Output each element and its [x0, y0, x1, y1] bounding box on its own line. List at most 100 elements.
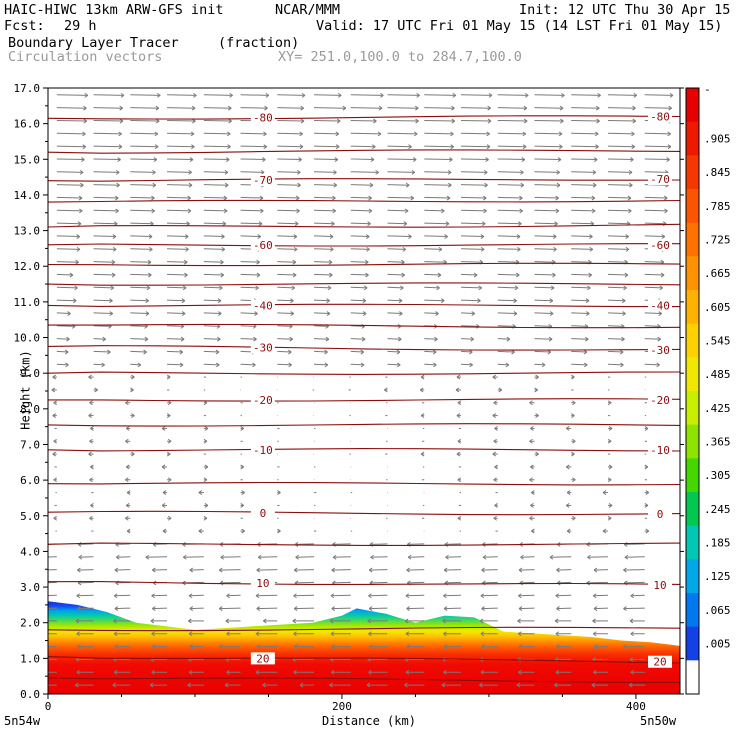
circulation-vector: [494, 464, 498, 470]
circulation-vector: [497, 221, 522, 227]
circulation-vector: [314, 221, 335, 227]
circulation-vector: [607, 195, 632, 201]
temperature-contour: [48, 199, 680, 203]
circulation-vector: [203, 477, 208, 483]
circulation-vector: [93, 311, 114, 316]
circulation-vector: [534, 118, 564, 124]
circulation-vector: [370, 554, 388, 560]
circulation-vector: [88, 374, 94, 380]
circulation-vector: [262, 682, 278, 688]
circulation-vector: [167, 298, 186, 304]
circulation-vector: [460, 195, 487, 201]
circulation-vector: [629, 657, 645, 662]
circulation-vector: [571, 234, 593, 239]
y-tick-label: 10.0: [14, 332, 41, 345]
circulation-vector: [607, 515, 612, 521]
circulation-vector: [644, 144, 672, 150]
colorbar-label: .125: [704, 570, 731, 583]
circulation-vector: [493, 438, 498, 444]
circulation-vector: [314, 298, 330, 304]
temperature-contour: [48, 510, 680, 516]
circulation-vector: [331, 644, 351, 650]
circulation-vector: [497, 208, 523, 214]
circulation-vector: [350, 336, 366, 342]
circulation-vector: [203, 208, 228, 214]
circulation-vector: [314, 362, 329, 368]
circulation-vector: [314, 157, 339, 162]
circulation-vector: [571, 208, 596, 214]
temperature-contour: [48, 371, 680, 375]
circulation-vector: [387, 157, 417, 162]
circulation-vector: [53, 477, 57, 483]
circulation-vector: [420, 413, 425, 419]
circulation-vector: [130, 92, 161, 98]
circulation-vector: [530, 426, 535, 431]
colorbar-swatch: [686, 660, 699, 695]
circulation-vector: [350, 311, 367, 316]
circulation-vector: [314, 92, 342, 98]
circulation-vector: [534, 195, 559, 201]
x-tick-label: 0: [45, 700, 52, 713]
circulation-vector: [56, 362, 69, 368]
circulation-vector: [424, 336, 438, 342]
circulation-vector: [314, 246, 334, 252]
circulation-vector: [77, 567, 94, 573]
circulation-vector: [125, 400, 131, 406]
circulation-vector: [314, 208, 336, 214]
field-name: Boundary Layer Tracer: [8, 35, 179, 51]
circulation-vector: [130, 169, 156, 175]
temperature-contour: [48, 223, 680, 228]
circulation-vector: [607, 298, 626, 304]
circulation-vector: [240, 426, 244, 431]
circulation-vector: [520, 554, 535, 560]
circulation-vector: [387, 285, 404, 291]
circulation-vector: [78, 554, 94, 560]
circulation-vector: [149, 682, 168, 688]
circulation-vector: [424, 92, 457, 98]
circulation-vector: [240, 221, 263, 227]
contour-label: -30: [253, 342, 273, 355]
circulation-vector: [460, 144, 491, 150]
circulation-vector: [406, 606, 425, 612]
circulation-vector: [145, 554, 168, 560]
circulation-vector: [167, 169, 192, 175]
circulation-vector: [534, 182, 561, 188]
temperature-contour: [48, 345, 680, 351]
circulation-vector: [240, 105, 268, 111]
circulation-vector: [314, 105, 347, 111]
circulation-vector: [387, 311, 403, 316]
circulation-vector: [481, 644, 498, 650]
circulation-vector: [203, 246, 226, 252]
circulation-vector: [493, 477, 498, 483]
circulation-vector: [497, 298, 517, 304]
temperature-contour: [48, 656, 680, 664]
circulation-vector: [387, 195, 415, 201]
circulation-vector: [556, 606, 572, 612]
circulation-vector: [517, 618, 535, 624]
circulation-vector: [167, 438, 172, 444]
circulation-vector: [293, 593, 315, 599]
circulation-vector: [89, 438, 94, 444]
circulation-vector: [161, 464, 168, 470]
circulation-vector: [571, 195, 596, 201]
circulation-vector: [314, 311, 331, 316]
circulation-vector: [481, 606, 498, 612]
circulation-vector: [277, 144, 304, 150]
circulation-vector: [277, 182, 301, 188]
y-tick-label: 13.0: [14, 225, 41, 238]
circulation-vector: [624, 554, 645, 560]
circulation-vector: [424, 349, 437, 355]
circulation-vector: [203, 105, 232, 111]
circulation-vector: [387, 92, 420, 98]
circulation-vector: [203, 182, 229, 188]
circulation-vector: [534, 234, 557, 239]
temperature-contour: [48, 626, 680, 632]
circulation-vector: [571, 157, 598, 162]
circulation-vector: [571, 362, 588, 368]
circulation-vector: [460, 246, 485, 252]
circulation-vector: [56, 336, 70, 342]
init-time: Init: 12 UTC Thu 30 Apr 15: [519, 2, 731, 18]
circulation-vector: [77, 606, 94, 612]
circulation-vector: [534, 144, 563, 150]
temperature-contour: [48, 115, 680, 120]
